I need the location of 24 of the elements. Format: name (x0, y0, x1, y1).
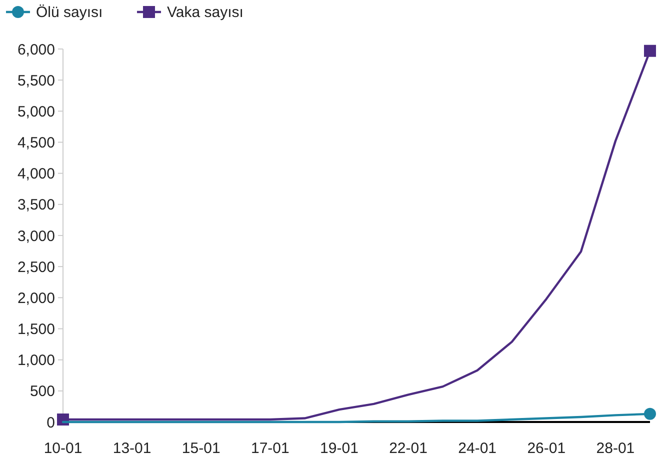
x-tick-label: 28-01 (596, 440, 635, 457)
x-tick-label: 26-01 (527, 440, 566, 457)
x-tick-label: 17-01 (250, 440, 290, 457)
y-tick-label: 500 (30, 383, 55, 400)
x-tick-label: 15-01 (182, 440, 220, 457)
x-tick-label: 10-01 (44, 440, 82, 457)
x-tick-label: 13-01 (112, 440, 152, 457)
y-tick-label: 5,500 (17, 72, 55, 90)
y-tick-label: 1,000 (17, 352, 55, 370)
y-tick-label: 3,000 (17, 228, 55, 245)
y-tick-label: 3,500 (17, 196, 55, 214)
y-tick-label: 4,500 (17, 134, 55, 152)
y-tick-label: 2,500 (17, 258, 55, 276)
x-tick-label: 22-01 (389, 440, 428, 457)
y-tick-label: 5,000 (17, 103, 55, 120)
x-tick-label: 19-01 (320, 440, 358, 457)
y-tick-label: 4,000 (17, 166, 55, 183)
y-tick-label: 6,000 (17, 41, 55, 58)
legend-label: Vaka sayısı (167, 4, 244, 21)
legend-label: Ölü sayısı (36, 4, 103, 21)
y-tick-label: 1,500 (17, 321, 55, 338)
x-tick-label: 24-01 (458, 440, 497, 457)
y-tick-label: 0 (46, 414, 55, 432)
y-tick-label: 2,000 (17, 290, 55, 307)
